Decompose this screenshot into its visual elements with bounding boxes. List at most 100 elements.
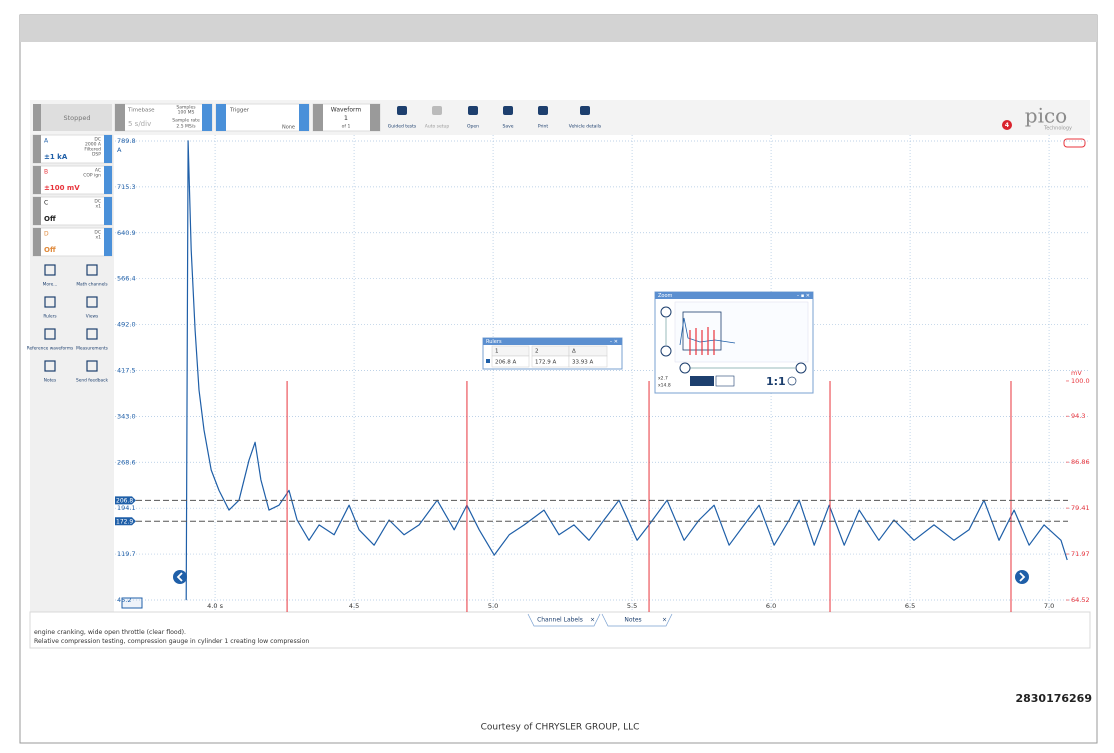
tool-icon[interactable]: [86, 296, 98, 308]
zoom-tool[interactable]: [690, 376, 714, 386]
axis-icon[interactable]: [121, 597, 143, 609]
tool-icon[interactable]: [44, 264, 56, 276]
tab[interactable]: [601, 613, 673, 627]
tool-icon[interactable]: [44, 360, 56, 372]
minus[interactable]: [33, 135, 41, 163]
row-marker: [486, 359, 490, 363]
button-icon[interactable]: [538, 106, 548, 115]
plus[interactable]: [202, 104, 212, 131]
zoom-preview-trace: [679, 317, 736, 346]
coupling: DC: [94, 230, 101, 236]
tool-icon[interactable]: [44, 328, 56, 340]
y2-tick-label: 79.41: [1071, 504, 1090, 512]
plus[interactable]: [370, 104, 380, 131]
x-tick-label: 6.0: [766, 602, 776, 610]
value: of 1: [342, 124, 351, 130]
y-tick-label: 45.2: [117, 596, 131, 604]
x-tick-label: 5.5: [627, 602, 637, 610]
tool-icon[interactable]: [86, 264, 98, 276]
ruler-label: 206.8: [116, 497, 133, 504]
minus[interactable]: [115, 104, 125, 131]
stop-button[interactable]: [33, 104, 112, 131]
ruler-tag[interactable]: [115, 517, 136, 526]
value: None: [282, 125, 295, 131]
channel-name: C: [44, 200, 48, 207]
zoom-in[interactable]: [660, 306, 672, 318]
value: 5 s/div: [128, 120, 151, 128]
ruler-tag[interactable]: [115, 496, 136, 505]
zoom-x: x2.7: [658, 376, 668, 382]
y2-tick-label: 100.0: [1071, 377, 1090, 385]
tab[interactable]: [527, 613, 601, 627]
button-icon[interactable]: [503, 106, 513, 115]
minus[interactable]: [33, 166, 41, 194]
plus[interactable]: [104, 228, 112, 256]
plus[interactable]: [299, 104, 309, 131]
cell-text: 206.8 A: [495, 360, 516, 366]
tab-label[interactable]: Notes: [624, 617, 641, 624]
minus[interactable]: [33, 197, 41, 225]
close: – ✕: [610, 339, 618, 345]
value: 2.5 MS/s: [176, 124, 196, 130]
y-tick-label: 566.4: [117, 275, 136, 283]
window-title: Rulers: [486, 339, 502, 345]
timebase-box[interactable]: [114, 103, 213, 132]
channel-box[interactable]: [32, 227, 113, 257]
badge[interactable]: [1002, 120, 1012, 130]
tab-close[interactable]: ×: [662, 617, 667, 624]
trigger-box[interactable]: [215, 103, 310, 132]
trigger-marker: [1063, 138, 1086, 148]
zoom-out[interactable]: [795, 362, 807, 374]
y-unit: A: [117, 146, 122, 154]
nav-left[interactable]: [173, 570, 187, 584]
y-tick-label: 417.5: [117, 366, 136, 374]
label: Waveform: [331, 107, 362, 114]
tool-icon[interactable]: [86, 328, 98, 340]
x-tick-label: 4.0 s: [207, 602, 223, 610]
zoom-preview: [674, 301, 809, 363]
info[interactable]: [787, 376, 797, 386]
zoom-out[interactable]: [660, 345, 672, 357]
nav-icon: [1019, 572, 1026, 582]
tab-close[interactable]: ×: [590, 617, 595, 624]
button-label: Save: [502, 124, 513, 130]
nav-right[interactable]: [1015, 570, 1029, 584]
button-icon[interactable]: [468, 106, 478, 115]
tool-label: Notes: [44, 378, 57, 384]
note: Relative compression testing, compressio…: [34, 638, 309, 645]
header: 2: [535, 349, 539, 355]
minus[interactable]: [33, 228, 41, 256]
tab-label[interactable]: Channel Labels: [537, 617, 583, 624]
tool-label: Math channels: [76, 282, 108, 288]
button-icon[interactable]: [397, 106, 407, 115]
tool-label: Send feedback: [76, 378, 108, 384]
button-icon[interactable]: [580, 106, 590, 115]
channel-box[interactable]: [32, 134, 113, 164]
cell-text: 33.93 A: [572, 360, 593, 366]
close: – ▪ ✕: [797, 293, 810, 299]
plus[interactable]: [104, 197, 112, 225]
badge-count: 4: [1005, 122, 1009, 129]
cell: [491, 355, 530, 368]
minus[interactable]: [216, 104, 226, 131]
coupling: AC: [95, 168, 101, 174]
zoom-in[interactable]: [679, 362, 691, 374]
y-tick-label: 268.6: [117, 458, 136, 466]
status: Stopped: [63, 114, 90, 122]
y2-tick-label: 94.3: [1071, 412, 1085, 420]
button-icon[interactable]: [432, 106, 442, 115]
window-title: Zoom: [658, 293, 673, 299]
plus[interactable]: [104, 135, 112, 163]
plus[interactable]: [104, 166, 112, 194]
tool-icon[interactable]: [44, 296, 56, 308]
zoom-reset[interactable]: 1:1: [766, 375, 786, 388]
channel-name: B: [44, 169, 48, 176]
x-tick-label: 6.5: [905, 602, 915, 610]
value: 100 MS: [178, 110, 195, 116]
plot-area: [115, 135, 1088, 612]
minus[interactable]: [313, 104, 323, 131]
pan-tool[interactable]: [715, 375, 735, 387]
channel-info: x1: [95, 235, 101, 241]
tool-icon[interactable]: [86, 360, 98, 372]
